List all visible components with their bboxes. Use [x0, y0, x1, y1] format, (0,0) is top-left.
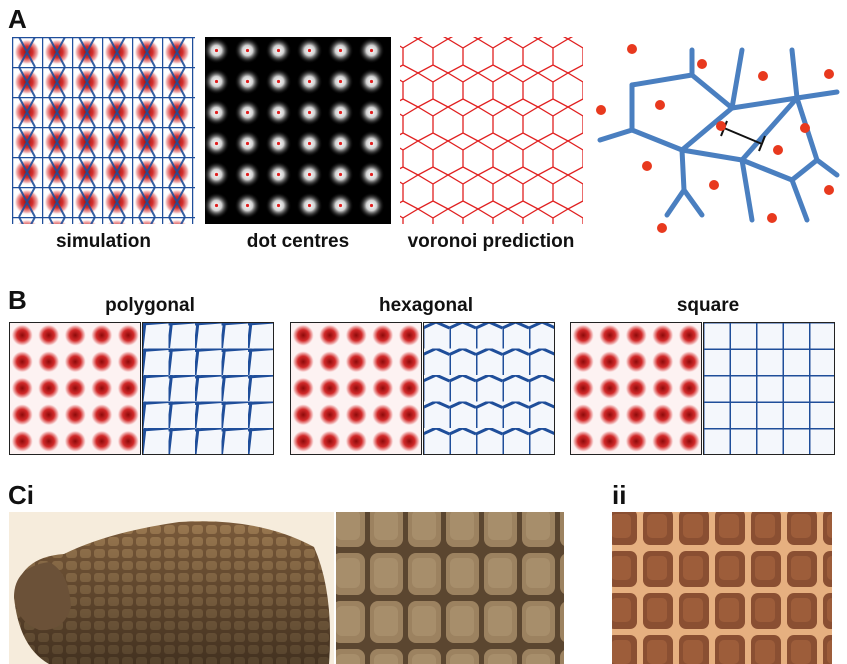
title-hexagonal: hexagonal [379, 295, 473, 316]
panel-label-ci: Ci [8, 480, 34, 510]
skin-closeup [612, 512, 832, 664]
fossil-closeup [336, 512, 564, 664]
caption-dot-centres: dot centres [246, 231, 350, 252]
panel-label-ii: ii [612, 480, 627, 510]
polygonal-dots [9, 322, 141, 455]
title-square: square [676, 295, 740, 316]
fossil-photo [9, 512, 334, 664]
square-dots [570, 322, 702, 455]
panel-label-a: A [8, 4, 27, 34]
hexagonal-dots [290, 322, 422, 455]
hexagonal-walls [423, 322, 555, 455]
simulation-image [12, 37, 195, 224]
voronoi-schematic [592, 30, 842, 240]
panel-label-b: B [8, 285, 27, 315]
title-polygonal: polygonal [105, 295, 195, 316]
caption-simulation: simulation [55, 231, 151, 252]
dot-centres-image [205, 37, 391, 224]
voronoi-prediction-image [400, 37, 583, 224]
polygonal-walls [142, 322, 274, 455]
square-walls [703, 322, 835, 455]
caption-voronoi-prediction: voronoi prediction [407, 231, 575, 252]
